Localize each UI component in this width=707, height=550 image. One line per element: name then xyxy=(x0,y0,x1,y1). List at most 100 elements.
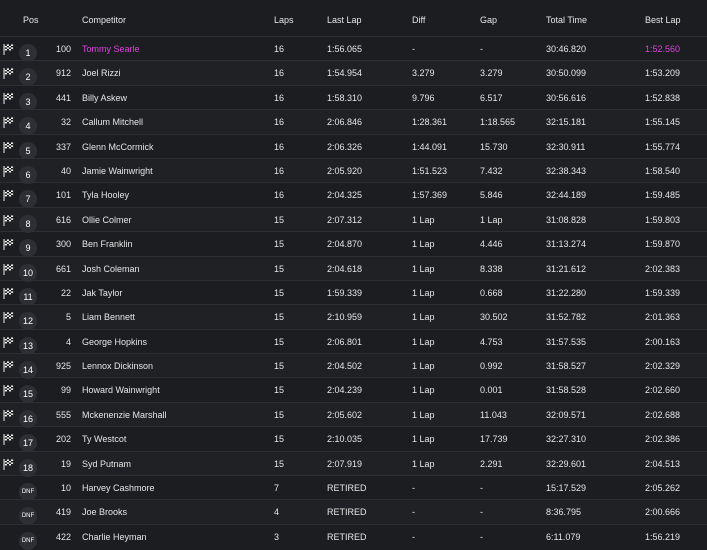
table-row[interactable]: 8 616 Ollie Colmer 15 2:07.312 1 Lap 1 Lap 31:0… xyxy=(0,206,707,233)
last-lap-cell: 2:06.846 xyxy=(327,117,363,128)
last-lap-cell: RETIRED xyxy=(327,507,367,518)
diff-cell: 1:44.091 xyxy=(412,141,448,152)
table-row[interactable]: 17 202 Ty Westcot 15 2:10.035 1 Lap 17.739 32:2… xyxy=(0,426,707,453)
table-row[interactable]: 13 4 George Hopkins 15 2:06.801 1 Lap 4.753 31:… xyxy=(0,328,707,355)
diff-cell: - xyxy=(412,531,415,542)
table-row[interactable]: 16 555 Mckenenzie Marshall 15 2:05.602 1 Lap 1… xyxy=(0,401,707,428)
diff-cell: 1 Lap xyxy=(412,312,435,323)
best-lap-cell: 1:59.870 xyxy=(645,239,681,250)
competitor-name: Ty Westcot xyxy=(82,434,127,445)
table-row[interactable]: 9 300 Ben Franklin 15 2:04.870 1 Lap 4.446 31:1… xyxy=(0,231,707,258)
total-time-cell: 30:46.820 xyxy=(546,44,587,54)
last-lap-cell: 2:06.326 xyxy=(327,141,363,152)
competitor-number: 555 xyxy=(55,409,71,420)
checkered-flag-icon xyxy=(3,263,14,275)
competitor-name: Mckenenzie Marshall xyxy=(82,409,167,420)
total-time-cell: 32:38.343 xyxy=(546,165,587,176)
competitor-name: Liam Bennett xyxy=(82,312,136,323)
table-row[interactable]: 7 101 Tyla Hooley 16 2:04.325 1:57.369 5.846 32… xyxy=(0,182,707,209)
best-lap-cell: 2:04.513 xyxy=(645,458,681,469)
competitor-name: George Hopkins xyxy=(82,336,148,347)
table-row[interactable]: 3 441 Billy Askew 16 1:58.310 9.796 6.517 30:56… xyxy=(0,84,707,111)
competitor-name: Lennox Dickinson xyxy=(82,361,154,372)
total-time-cell: 32:15.181 xyxy=(546,117,587,128)
table-row[interactable]: 5 337 Glenn McCormick 16 2:06.326 1:44.091 15.… xyxy=(0,133,707,160)
competitor-number: 99 xyxy=(60,385,71,396)
total-time-cell: 32:09.571 xyxy=(546,409,587,420)
best-lap-cell: 1:59.339 xyxy=(645,287,681,298)
laps-cell: 15 xyxy=(274,336,285,347)
position-badge: 14 xyxy=(19,361,37,380)
best-lap-cell: 2:02.660 xyxy=(645,385,681,396)
checkered-flag-icon xyxy=(3,44,14,55)
total-time-cell: 31:08.828 xyxy=(546,214,587,225)
last-lap-cell: 2:10.035 xyxy=(327,434,363,445)
diff-cell: 1 Lap xyxy=(412,336,435,347)
competitor-number: 912 xyxy=(55,68,71,79)
last-lap-cell: 2:05.602 xyxy=(327,409,363,420)
table-row[interactable]: DNF 422 Charlie Heyman 3 RETIRED - - 6:11.079 1:… xyxy=(0,523,707,550)
laps-cell: 16 xyxy=(274,190,285,201)
competitor-number: 337 xyxy=(55,141,71,152)
table-row[interactable]: 12 5 Liam Bennett 15 2:10.959 1 Lap 30.502 31:5… xyxy=(0,304,707,331)
competitor-number: 441 xyxy=(55,92,71,103)
competitor-name: Tyla Hooley xyxy=(82,190,130,201)
position-badge: 1 xyxy=(19,44,37,62)
position-badge: 12 xyxy=(19,312,37,331)
table-row[interactable]: 14 925 Lennox Dickinson 15 2:04.502 1 Lap 0.99… xyxy=(0,353,707,380)
laps-cell: 16 xyxy=(274,165,285,176)
checkered-flag-icon xyxy=(3,434,14,446)
gap-cell: 8.338 xyxy=(480,263,503,274)
last-lap-cell: 2:04.618 xyxy=(327,263,363,274)
diff-cell: 1 Lap xyxy=(412,239,435,250)
gap-cell: 0.001 xyxy=(480,385,503,396)
best-lap-cell: 1:56.219 xyxy=(645,531,681,542)
checkered-flag-icon xyxy=(3,458,14,470)
gap-cell: 17.739 xyxy=(480,434,508,445)
competitor-number: 661 xyxy=(55,263,71,274)
best-lap-cell: 2:00.666 xyxy=(645,507,681,518)
table-row[interactable]: 2 912 Joel Rizzi 16 1:54.954 3.279 3.279 30:50.… xyxy=(0,60,707,87)
diff-cell: 9.796 xyxy=(412,92,435,103)
laps-cell: 15 xyxy=(274,239,285,250)
last-lap-cell: 2:04.239 xyxy=(327,385,363,396)
diff-cell: 1 Lap xyxy=(412,409,435,420)
position-badge: 7 xyxy=(19,190,37,209)
competitor-name: Ollie Colmer xyxy=(82,214,132,225)
total-time-cell: 31:22.280 xyxy=(546,287,587,298)
competitor-number: 4 xyxy=(65,336,71,347)
total-time-cell: 30:50.099 xyxy=(546,68,587,79)
best-lap-cell: 2:05.262 xyxy=(645,483,681,494)
competitor-name: Callum Mitchell xyxy=(82,117,144,128)
competitor-number: 22 xyxy=(60,287,71,298)
best-lap-cell: 1:52.838 xyxy=(645,92,681,103)
competitor-number: 10 xyxy=(60,483,71,494)
col-pos: Pos xyxy=(23,15,39,25)
gap-cell: 11.043 xyxy=(480,409,507,420)
checkered-flag-icon xyxy=(3,92,14,104)
table-row[interactable]: 1 100 Tommy Searle 16 1:56.065 - - 30:46.820 1:5… xyxy=(0,36,707,62)
table-row[interactable]: 10 661 Josh Coleman 15 2:04.618 1 Lap 8.338 31:… xyxy=(0,255,707,282)
table-row[interactable]: DNF 419 Joe Brooks 4 RETIRED - - 8:36.795 2:00.6… xyxy=(0,499,707,526)
col-diff: Diff xyxy=(412,15,426,25)
competitor-number: 300 xyxy=(55,239,71,250)
total-time-cell: 31:58.528 xyxy=(546,385,587,396)
laps-cell: 15 xyxy=(274,263,285,274)
gap-cell: - xyxy=(480,483,483,494)
table-row[interactable]: 15 99 Howard Wainwright 15 2:04.239 1 Lap 0.00… xyxy=(0,377,707,404)
table-row[interactable]: 11 22 Jak Taylor 15 1:59.339 1 Lap 0.668 31:22.… xyxy=(0,279,707,306)
last-lap-cell: 1:56.065 xyxy=(327,44,363,54)
competitor-number: 616 xyxy=(55,214,71,225)
total-time-cell: 15:17.529 xyxy=(546,483,587,494)
competitor-number: 422 xyxy=(55,531,71,542)
total-time-cell: 31:57.535 xyxy=(546,336,587,347)
competitor-number: 5 xyxy=(65,312,71,323)
table-row[interactable]: 18 19 Syd Putnam 15 2:07.919 1 Lap 2.291 32:29.… xyxy=(0,450,707,477)
diff-cell: 1 Lap xyxy=(412,385,435,396)
diff-cell: 1 Lap xyxy=(412,214,435,225)
best-lap-cell: 2:01.363 xyxy=(645,312,681,323)
table-row[interactable]: 4 32 Callum Mitchell 16 2:06.846 1:28.361 1:18… xyxy=(0,109,707,136)
table-row[interactable]: 6 40 Jamie Wainwright 16 2:05.920 1:51.523 7.4… xyxy=(0,157,707,184)
table-row[interactable]: DNF 10 Harvey Cashmore 7 RETIRED - - 15:17.529 2… xyxy=(0,475,707,502)
results-table: 1 100 Tommy Searle 16 1:56.065 - - 30:46.820 1:5… xyxy=(0,36,707,550)
